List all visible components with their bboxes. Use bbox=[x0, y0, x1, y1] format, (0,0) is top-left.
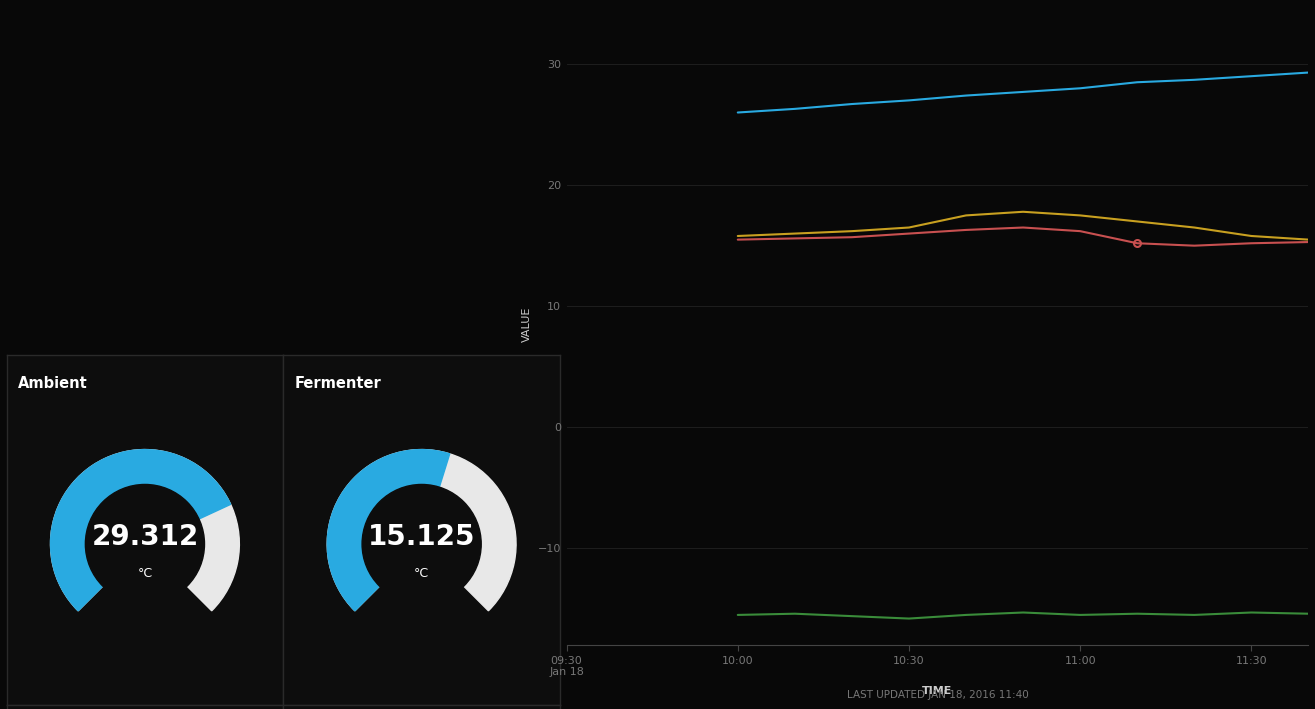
X-axis label: TIME: TIME bbox=[922, 686, 952, 696]
Text: LAST UPDATED JAN 18, 2016 11:40: LAST UPDATED JAN 18, 2016 11:40 bbox=[847, 691, 1028, 700]
Text: Ambient: Ambient bbox=[17, 376, 87, 391]
Text: Fermenter: Fermenter bbox=[295, 376, 381, 391]
Y-axis label: VALUE: VALUE bbox=[522, 307, 533, 342]
